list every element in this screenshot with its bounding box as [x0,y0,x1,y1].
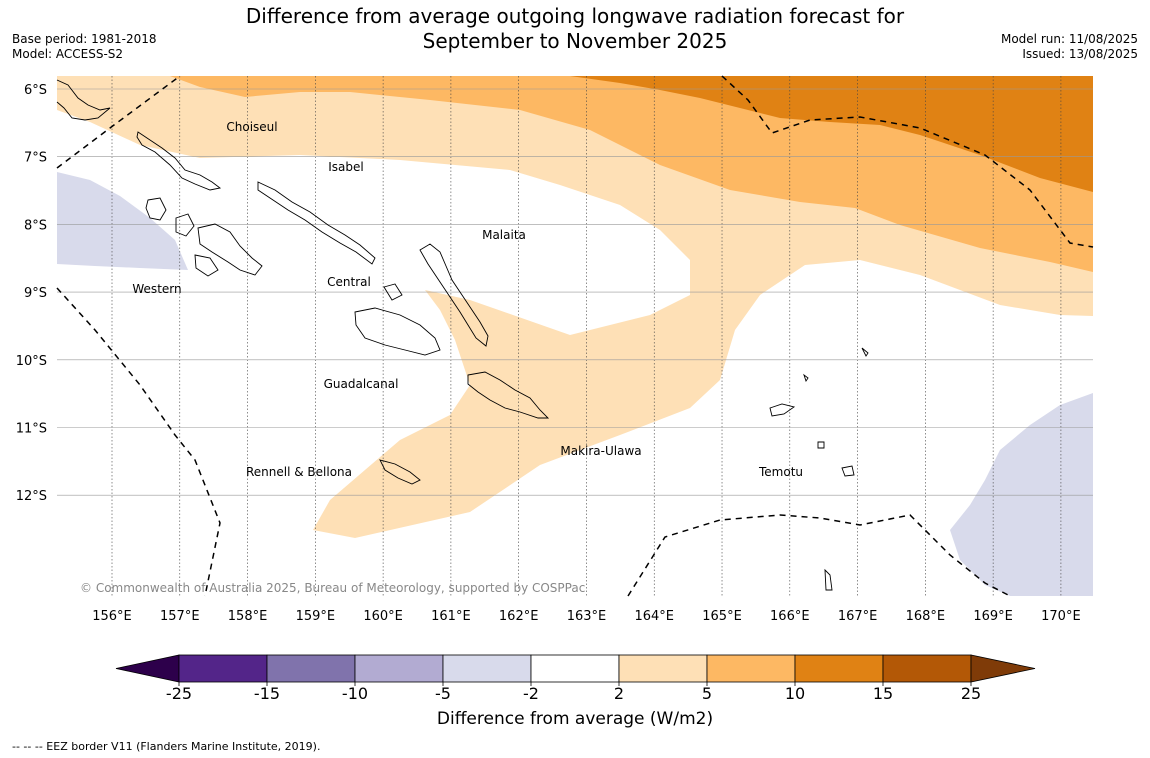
western-islands-coast-4 [194,254,219,277]
colorbar-segment [706,654,796,683]
model-run: Model run: 11/08/2025 [1000,32,1138,46]
lon-tick-label: 166°E [770,609,810,624]
chart-title: Difference from average outgoing longwav… [200,4,950,54]
colorbar-segment [794,654,884,683]
isabel-coast [257,181,376,265]
copyright-text: © Commonwealth of Australia 2025, Bureau… [80,581,585,595]
longitude-labels: 156°E 157°E 158°E 159°E 160°E 161°E 162°E 163°E… [92,609,1080,624]
temotu-coast-1 [769,403,796,417]
temotu-coast-3 [824,568,833,591]
guadalcanal-coast [467,371,550,419]
colorbar-segment [618,654,708,683]
western-islands-coast-3 [197,223,263,276]
colorbar-extend-low [115,654,180,683]
eez-border-north [56,75,181,169]
lon-tick-label: 161°E [431,609,471,624]
eez-border-lines [56,75,1094,597]
lat-tick-label: 10°S [16,354,47,369]
province-label: Isabel [328,160,363,174]
colorbar-tick-label: -5 [435,684,451,700]
title-line-2: September to November 2025 [422,29,728,53]
colorbar-label: Difference from average (W/m2) [436,709,714,729]
lat-tick-label: 7°S [24,151,47,166]
colorbar-tick-label: 10 [785,684,805,700]
lon-tick-label: 157°E [160,609,200,624]
western-islands-coast-2 [175,213,195,237]
province-label: Central [327,275,371,289]
coastlines [56,79,869,591]
model-name: Model: ACCESS-S2 [12,47,124,61]
lon-tick-label: 159°E [296,609,336,624]
province-label: Temotu [758,465,803,479]
central-coast-1 [354,307,441,356]
colorbar-tick-label: 25 [961,684,981,700]
lon-tick-label: 162°E [499,609,539,624]
colorbar-segment [882,654,972,683]
title-line-1: Difference from average outgoing longwav… [245,4,905,28]
lon-tick-label: 170°E [1041,609,1081,624]
lat-tick-label: 12°S [16,489,47,504]
colorbar-segment [354,654,444,683]
lat-tick-label: 8°S [24,218,47,233]
eez-border-west [56,287,221,597]
graticule [57,76,1093,596]
shaded-anomaly-layer [57,76,1093,596]
malaita-coast [419,243,489,347]
issued-date: Issued: 13/08/2025 [1022,47,1138,61]
province-label: Choiseul [226,120,277,134]
lon-tick-label: 160°E [363,609,403,624]
colorbar-tick-label: 2 [614,684,624,700]
anomaly-band-5-10 [170,76,1093,272]
lon-tick-label: 158°E [228,609,268,624]
central-coast-2 [383,283,403,301]
lon-tick-label: 168°E [906,609,946,624]
colorbar-segment [178,654,268,683]
province-labels: Choiseul Isabel Malaita Western Central Guada… [132,120,803,479]
colorbar-tick-label: -2 [523,684,539,700]
lat-tick-label: 11°S [16,422,47,437]
base-period: Base period: 1981-2018 [12,32,157,46]
colorbar-tick-label: -15 [254,684,280,700]
lon-tick-label: 156°E [92,609,132,624]
anomaly-band-10-15 [570,76,1093,192]
colorbar-tick-label: -10 [342,684,368,700]
temotu-coast-2 [841,465,855,477]
province-label: Malaita [482,228,526,242]
latitude-labels: 6°S 7°S 8°S 9°S 10°S 11°S 12°S [16,83,47,504]
colorbar-segment [442,654,532,683]
colorbar: -25 -15 -10 -5 -2 2 5 10 15 25 [115,654,1036,700]
choiseul-coast [136,131,222,191]
forecast-map: 6°S 7°S 8°S 9°S 10°S 11°S 12°S 156°E 157°E 158°E… [16,75,1094,700]
eez-border-south [627,514,1011,597]
eez-legend-note: -- -- -- EEZ border V11 (Flanders Marine… [12,740,321,753]
province-label: Rennell & Bellona [246,465,352,479]
lon-tick-label: 165°E [702,609,742,624]
colorbar-extend-high [970,654,1036,683]
colorbar-segment [266,654,356,683]
temotu-coast-5 [803,373,809,383]
province-label: Western [132,282,181,296]
colorbar-segment [530,654,620,683]
lon-tick-label: 167°E [838,609,878,624]
eez-border-northeast [721,75,1094,248]
western-islands-coast-1 [145,197,167,221]
lon-tick-label: 169°E [973,609,1013,624]
run-info: Model run: 11/08/2025 Issued: 13/08/2025 [1001,32,1138,62]
temotu-coast-6 [861,347,869,357]
province-label: Makira-Ulawa [560,444,641,458]
anomaly-negative-west [57,172,188,270]
base-info: Base period: 1981-2018 Model: ACCESS-S2 [12,32,157,62]
province-label: Guadalcanal [324,377,399,391]
makira-coast [379,459,421,485]
colorbar-tick-label: 15 [873,684,893,700]
colorbar-tick-label: -25 [166,684,192,700]
colorbar-tick-label: 5 [702,684,712,700]
bougainville-coast [56,79,111,121]
temotu-coast-4 [817,441,825,449]
lon-tick-label: 163°E [567,609,607,624]
lat-tick-label: 6°S [24,83,47,98]
lon-tick-label: 164°E [634,609,674,624]
anomaly-negative-southeast [950,393,1093,596]
lat-tick-label: 9°S [24,286,47,301]
